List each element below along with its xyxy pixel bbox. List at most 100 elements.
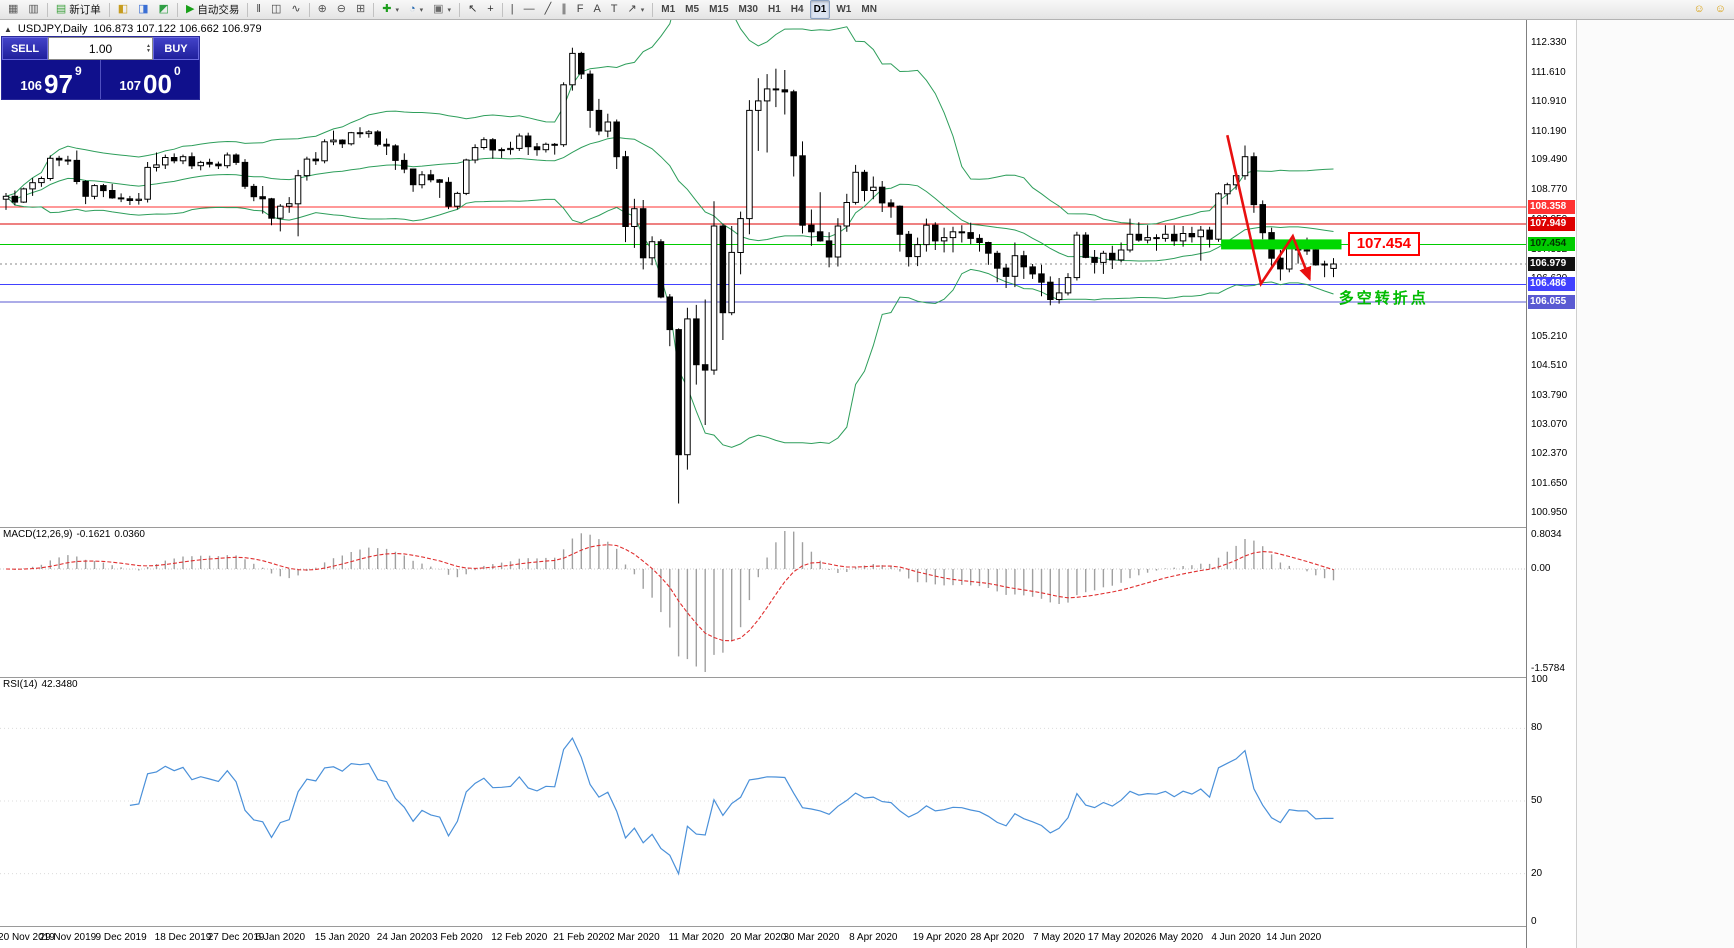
profiles-icon[interactable]: ▥ [24,0,42,19]
price-axis-tick: 111.610 [1531,66,1566,78]
time-axis-label: 27 Dec 2019 [207,932,265,943]
timeframe-d1[interactable]: D1 [809,0,831,19]
trendline-icon[interactable]: ╱ [541,0,556,19]
macd-chart [0,531,1526,672]
price-axis-tick: 110.190 [1531,125,1567,137]
templates-button[interactable]: ▣ ▾ [429,0,455,19]
channel-icon[interactable]: ∥ [557,0,571,19]
lot-decrease-button[interactable]: ▼ [146,47,151,54]
support-icon[interactable]: ☺ [1714,3,1726,15]
price-axis-tick: 110.910 [1531,95,1567,107]
time-axis-label: 11 Mar 2020 [668,932,724,943]
time-axis-label: 6 Jan 2020 [255,932,306,943]
macd-label: MACD(12,26,9) -0.1621 0.0360 [3,529,145,540]
rsi-chart [0,727,1526,876]
rsi-pane[interactable]: RSI(14) 42.3480 [0,677,1526,926]
price-axis[interactable]: 112.330 111.610 110.910 110.190 109.490 108.7… [1526,20,1576,948]
tile-windows-icon[interactable]: ⊞ [352,0,369,19]
new-order-button[interactable]: ▤ 新订单 [55,3,101,17]
text-icon-glyph: A [593,3,601,15]
pane-splitter[interactable] [0,527,1576,528]
timeframe-mn[interactable]: MN [861,4,877,15]
chart-window: ▲ USDJPY,Daily 106.873 107.122 106.662 1… [0,20,1576,948]
toolbar-separator [373,2,375,17]
rsi-axis-tick: 20 [1531,867,1543,879]
buy-price-pips: 00 [143,69,172,99]
toolbar-separator [459,2,461,17]
sell-button[interactable]: SELL [2,37,48,60]
zoom-in-icon[interactable]: ⊕ [314,0,331,19]
main-chart-pane[interactable]: ▲ USDJPY,Daily 106.873 107.122 106.662 1… [0,20,1526,527]
time-axis-label: 8 Apr 2020 [849,932,898,943]
label-icon[interactable]: T [607,0,622,19]
pane-splitter[interactable] [0,677,1576,678]
buy-price-pipette: 0 [173,64,181,78]
sell-price-display[interactable]: 106 97 9 [2,60,100,99]
time-axis-label: 18 Dec 2019 [154,932,212,943]
line-chart-icon[interactable]: ∿ [287,0,304,19]
community-icon[interactable]: ☺ [1693,3,1705,15]
chart-symbol-period: USDJPY,Daily [17,23,88,35]
one-click-toggle-icon[interactable]: ▲ [4,24,12,34]
candlestick-chart[interactable] [0,20,1526,527]
bar-chart-icon-glyph: ‖ [256,3,261,15]
new-chart-icon-glyph: ▦ [8,3,19,15]
buy-price-display[interactable]: 107 00 0 [101,60,199,99]
line-chart-icon-glyph: ∿ [291,3,301,15]
indicators-button[interactable]: ✚ ▾ [378,0,403,19]
toolbar-separator [501,2,503,17]
vertical-line-icon[interactable]: | [507,0,518,19]
time-axis-label: 2 Mar 2020 [609,932,660,943]
new-order-button-glyph: ▤ [55,3,67,15]
timeframe-m30[interactable]: M30 [738,4,758,15]
autotrading-button[interactable]: ▶ 自动交易 [185,3,240,17]
time-axis-label: 9 Dec 2019 [95,932,147,943]
macd-pane[interactable]: MACD(12,26,9) -0.1621 0.0360 [0,527,1526,677]
empty-workspace-area [1576,20,1734,948]
new-chart-icon[interactable]: ▦ [4,0,22,19]
tile-windows-icon-glyph: ⊞ [356,3,366,15]
navigator-icon[interactable]: ◩ [155,0,173,19]
market-watch-icon[interactable]: ◧ [114,0,132,19]
time-axis-label: 15 Jan 2020 [314,932,370,943]
buy-price-handle: 107 [119,78,142,93]
arrows-button[interactable]: ↗ ▾ [624,0,649,19]
turning-point-annotation[interactable]: 多空转折点 [1338,290,1429,308]
fibonacci-icon[interactable]: F [573,0,588,19]
toolbar-separator [46,2,48,17]
data-window-icon[interactable]: ◨ [134,0,152,19]
trendline-icon-glyph: ╱ [544,3,552,15]
time-axis[interactable]: 20 Nov 2019 29 Nov 2019 9 Dec 2019 18 Dec 2… [0,926,1526,948]
timeframe-m15[interactable]: M15 [709,4,729,15]
time-axis-label: 12 Feb 2020 [491,932,548,943]
time-axis-label: 17 May 2020 [1087,932,1146,943]
profiles-icon-glyph: ▥ [28,3,39,15]
cursor-icon[interactable]: ↖ [464,0,481,19]
arrows-button-glyph: ↗ [627,3,637,15]
lot-spinner: ▲ ▼ [146,39,151,58]
price-callout-label[interactable]: 107.454 [1347,232,1420,257]
price-axis-tick: 100.950 [1531,507,1568,518]
periods-button[interactable]: ◔ ▾ [405,0,427,19]
indicators-button-glyph: ✚ [382,3,392,15]
bar-chart-icon[interactable]: ‖ [252,0,265,19]
toolbar-separator [652,2,654,17]
crosshair-icon[interactable]: + [483,0,497,19]
timeframe-w1[interactable]: W1 [836,4,852,15]
timeframe-h4[interactable]: H4 [790,4,804,15]
toolbar-right-group: ☺ ☺ [1689,0,1731,19]
timeframe-m1[interactable]: M1 [661,4,676,15]
time-axis-label: 26 May 2020 [1145,932,1204,943]
timeframe-m5[interactable]: M5 [685,4,700,15]
candlestick-chart-icon[interactable]: ◫ [267,0,285,19]
lot-increase-button[interactable]: ▲ [146,42,151,49]
timeframe-h1[interactable]: H1 [767,4,781,15]
zoom-out-icon[interactable]: ⊖ [333,0,350,19]
text-icon[interactable]: A [589,0,604,19]
rsi-label: RSI(14) 42.3480 [3,679,78,690]
horizontal-line-icon[interactable]: — [520,0,539,19]
lot-size-value: 1.00 [88,41,113,56]
lot-size-field[interactable]: 1.00 ▲ ▼ [48,37,153,60]
buy-button[interactable]: BUY [153,37,199,60]
chevron-down-icon: ▾ [395,6,399,14]
